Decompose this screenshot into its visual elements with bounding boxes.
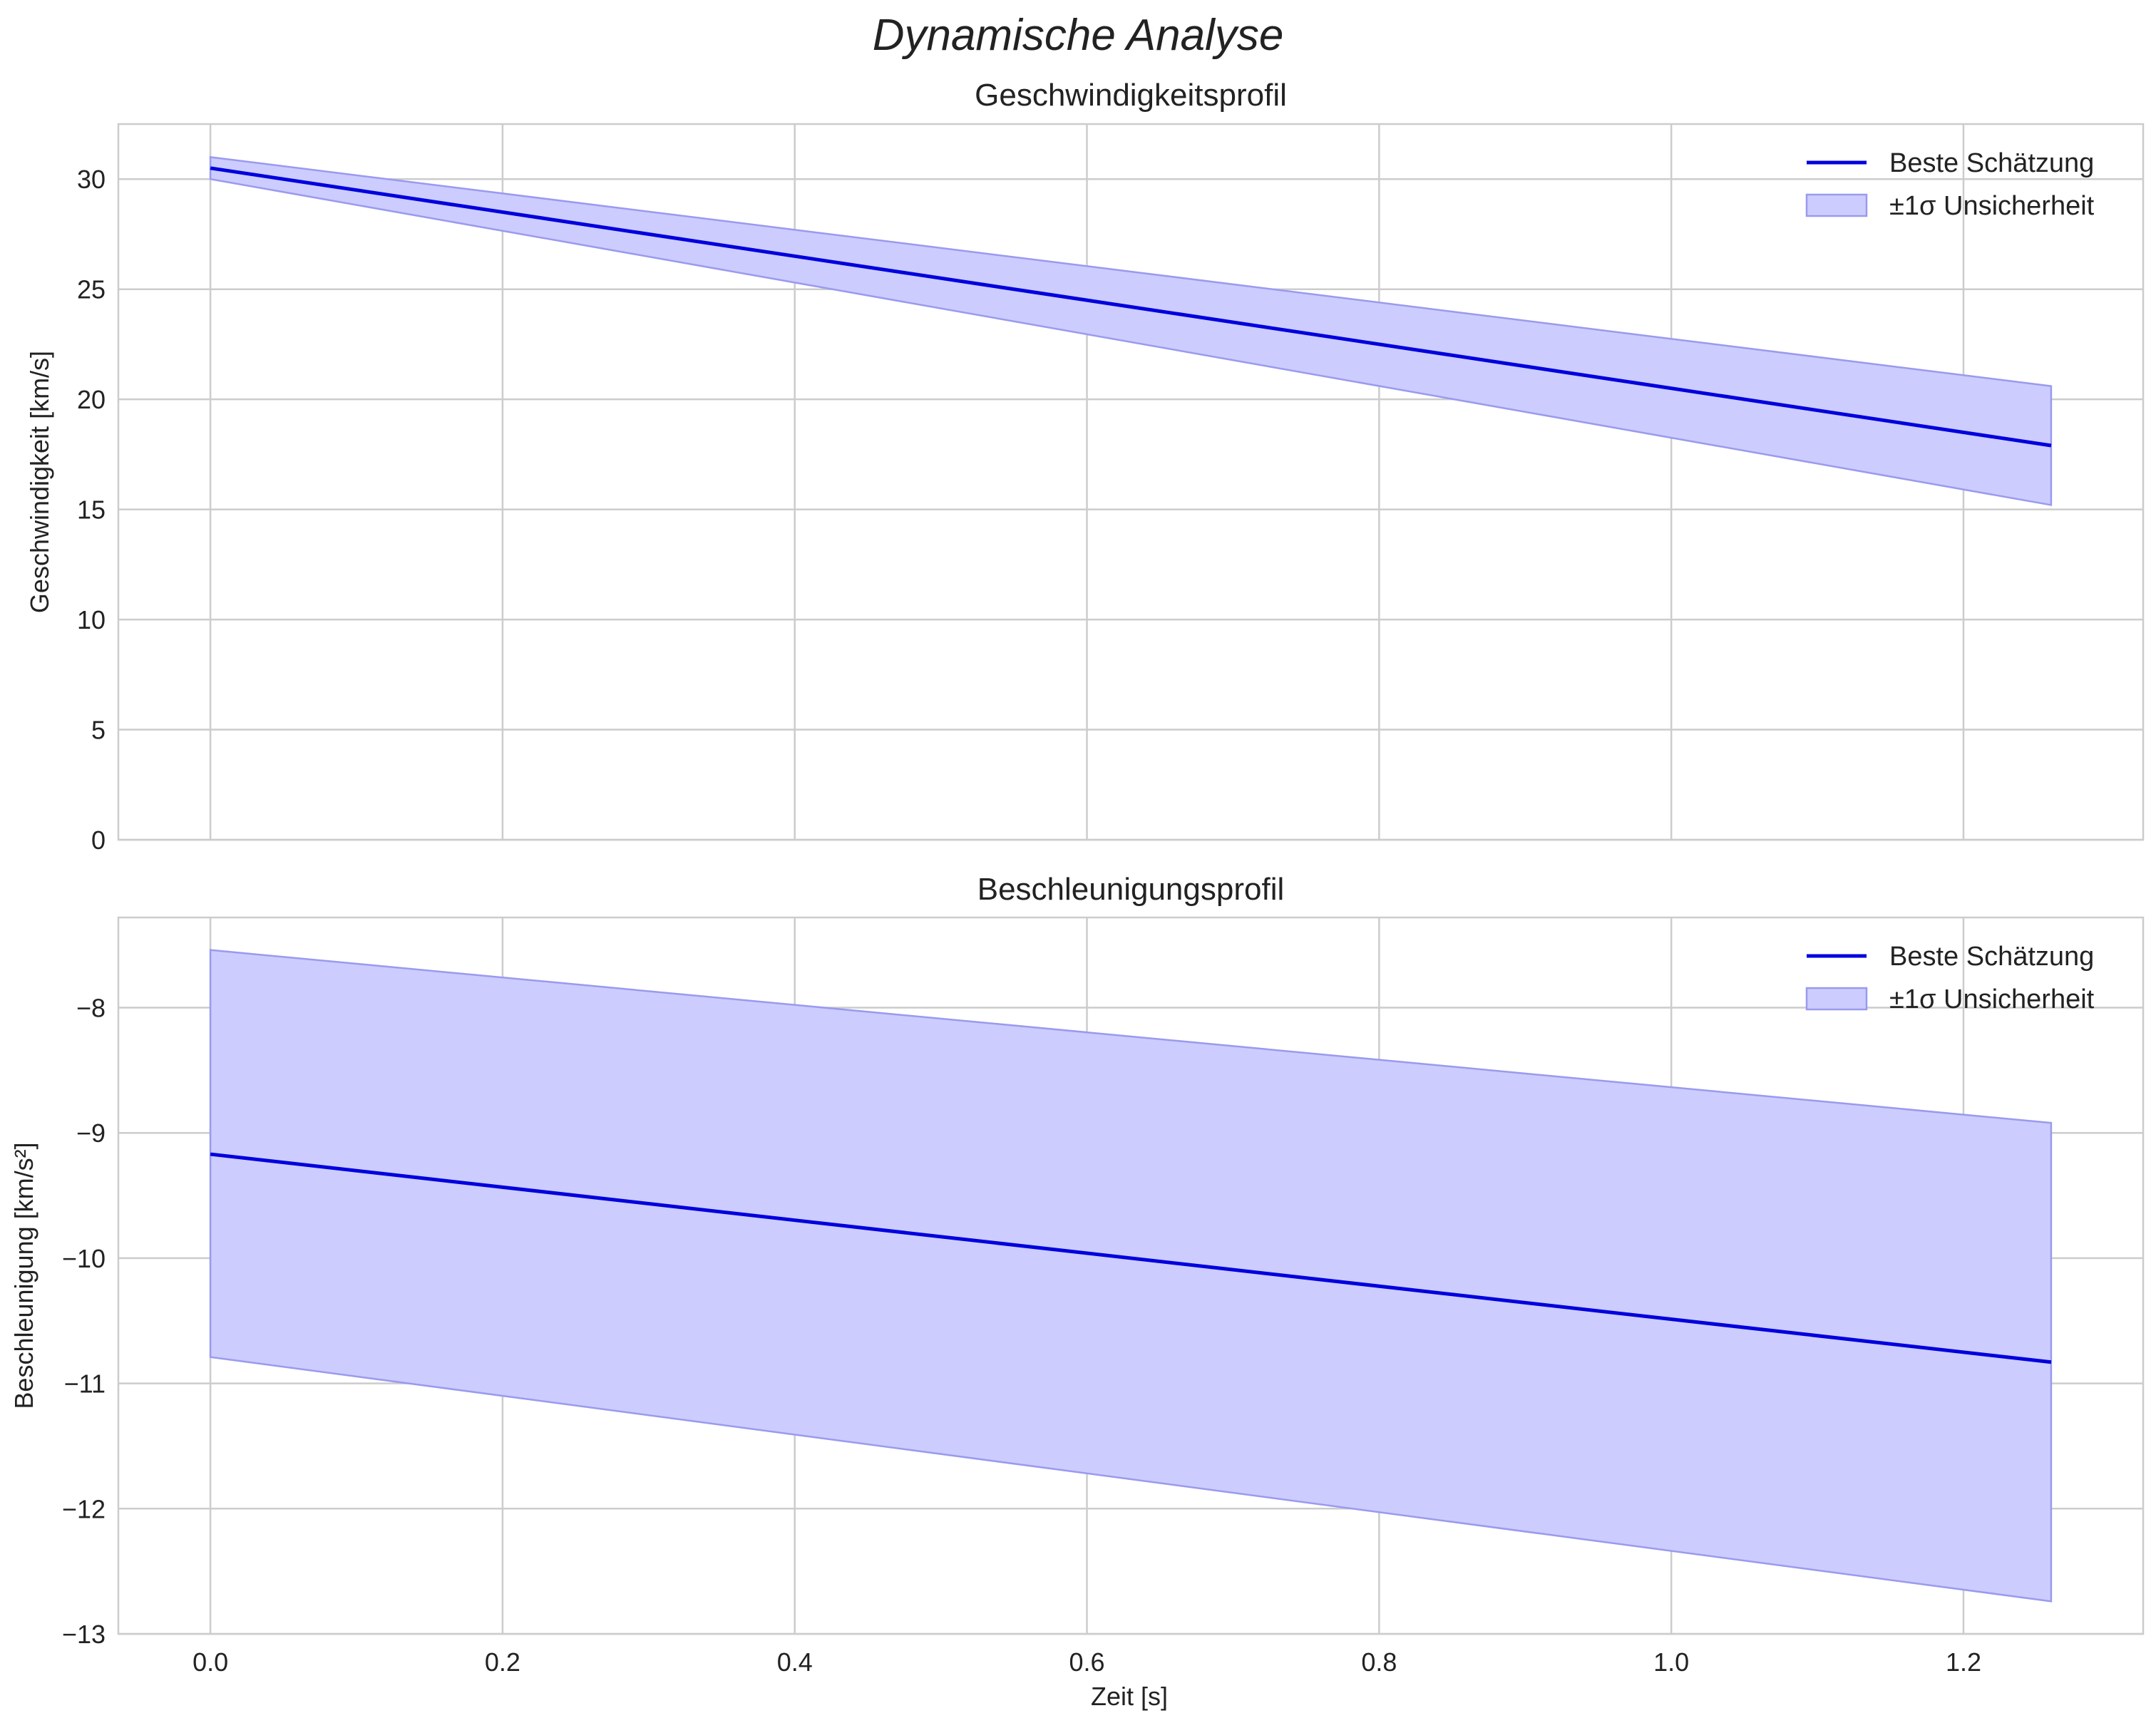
estimate-line [210, 1152, 2052, 1364]
legend-band-swatch [1805, 193, 1868, 217]
y-tick-label: 5 [91, 716, 106, 745]
y-tick-label: 15 [77, 495, 106, 525]
x-tick-label: 0.8 [1361, 1647, 1397, 1677]
x-tick-label: 1.2 [1946, 1647, 1981, 1677]
legend-band-swatch [1805, 987, 1868, 1011]
axes-frame [117, 916, 2145, 1635]
x-tick-label: 0.4 [777, 1647, 813, 1677]
axes-frame [117, 123, 2145, 841]
y-tick-label: −8 [76, 994, 106, 1023]
panel-2: −13 −12 −11 −10 −9 −8 0.0 0.2 0.4 0.6 0.8 1.0 1.2 Bes… [9, 872, 2145, 1677]
y-tick-label: 0 [91, 826, 106, 855]
x-tick-label: 1.0 [1653, 1647, 1689, 1677]
y-tick-label: −10 [62, 1244, 106, 1273]
figure-title: Dynamische Analyse [873, 11, 1284, 60]
legend-label-uncertainty: ±1σ Unsicherheit [1889, 191, 2095, 221]
x-tick-label: 0.6 [1069, 1647, 1105, 1677]
y-tick-label: 10 [77, 605, 106, 634]
y-tick-label: −9 [76, 1118, 106, 1148]
y-tick-label: 25 [77, 275, 106, 304]
legend-label-uncertainty: ±1σ Unsicherheit [1889, 984, 2095, 1014]
legend-label-estimate: Beste Schätzung [1889, 148, 2094, 178]
legend: Beste Schätzung ±1σ Unsicherheit [1805, 148, 2095, 221]
y-axis-label: Beschleunigung [km/s²] [9, 1142, 38, 1409]
y-tick-label: −13 [62, 1620, 106, 1649]
legend-label-estimate: Beste Schätzung [1889, 942, 2094, 972]
y-tick-label: 20 [77, 385, 106, 414]
legend: Beste Schätzung ±1σ Unsicherheit [1805, 942, 2095, 1014]
uncertainty-band [209, 949, 2053, 1603]
x-tick-label: 0.2 [485, 1647, 520, 1677]
y-tick-label: −12 [62, 1494, 106, 1523]
panel-title: Geschwindigkeitsprofil [975, 78, 1287, 113]
panel-title: Beschleunigungsprofil [977, 872, 1285, 907]
x-axis-label: Zeit [s] [1091, 1682, 1168, 1711]
panel-1: 0 5 10 15 20 25 30 Geschwindigkeitsprofil Geschw… [25, 78, 2145, 855]
y-tick-label: −11 [64, 1369, 106, 1399]
x-tick-label: 0.0 [192, 1647, 228, 1677]
uncertainty-band [209, 155, 2053, 506]
y-axis-label: Geschwindigkeit [km/s] [25, 351, 54, 613]
panels: 0 5 10 15 20 25 30 Geschwindigkeitsprofil Geschw… [9, 78, 2145, 1677]
estimate-line [210, 166, 2052, 448]
y-tick-label: 30 [77, 165, 106, 194]
